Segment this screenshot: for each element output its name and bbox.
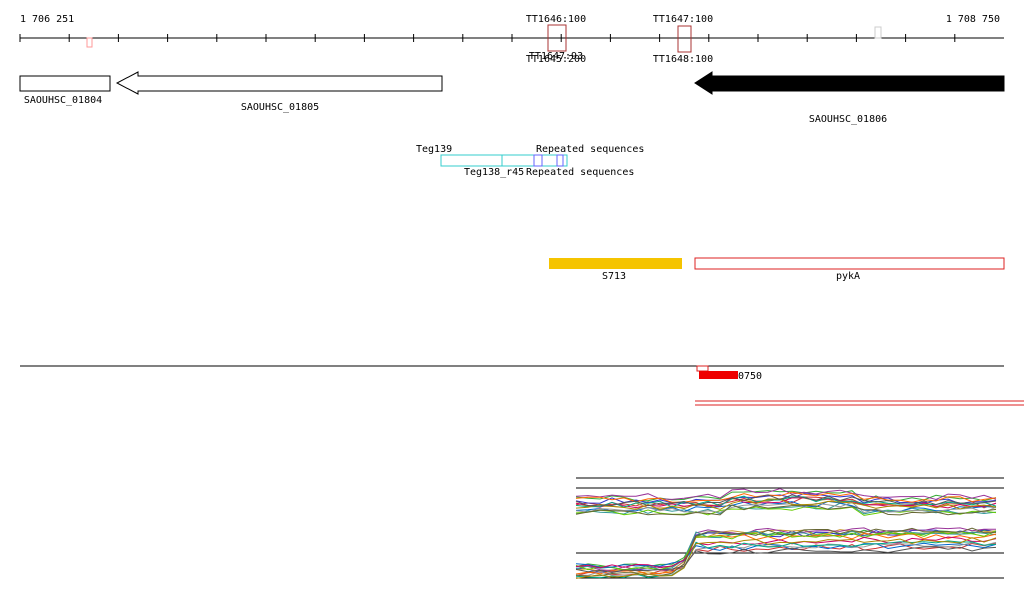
plot-line [575,488,997,501]
ruler-ticks [19,34,956,42]
marker [874,26,882,39]
plot-line [575,501,997,514]
terminator-label: TT1645:200 [526,54,586,65]
feature-label: Repeated sequences [526,167,634,178]
plot-line [575,504,997,516]
plot-line [575,494,997,507]
feature-label: Teg139 [416,144,452,155]
plot-line [575,532,997,575]
transcript [699,371,738,379]
plot-line [575,491,997,503]
feature-label: Repeated sequences [536,144,644,155]
terminator-box [547,24,567,52]
feature [533,154,543,167]
terminator-label: TT1648:100 [653,54,713,65]
gene-label: SAOUHSC_01805 [241,102,319,113]
region [549,258,682,269]
gene [19,75,111,92]
plot-line [575,527,996,578]
gene-label: SAOUHSC_01804 [24,95,102,106]
plot-line [575,537,997,579]
plot-line [575,506,997,516]
gene [694,71,1005,95]
terminator-label: TT1647:100 [653,14,713,25]
region [694,257,1005,270]
plot-line [575,540,997,579]
transcript-label: 0750 [738,371,762,382]
plot-line [575,493,997,505]
gene [115,71,443,95]
plot-line [575,542,997,568]
region-label: pykA [836,271,860,282]
transcript [696,365,709,372]
terminator-label: TT1647:93 [529,51,583,62]
terminator-box [677,25,692,53]
feature [440,154,568,167]
plot-line [575,536,997,569]
gene-label: SAOUHSC_01806 [809,114,887,125]
plot-line [575,530,997,571]
region-label: S713 [602,271,626,282]
plot-line [575,529,997,571]
terminator-label: TT1646:100 [526,14,586,25]
expression-plot [575,477,1004,579]
plot-line [575,495,997,508]
feature [556,154,564,167]
ruler-end: 1 708 750 [946,14,1000,25]
feature-label: Teg138_r45 [464,167,524,178]
plot-line [575,546,997,574]
ruler-start: 1 706 251 [20,14,74,25]
marker [86,37,93,48]
